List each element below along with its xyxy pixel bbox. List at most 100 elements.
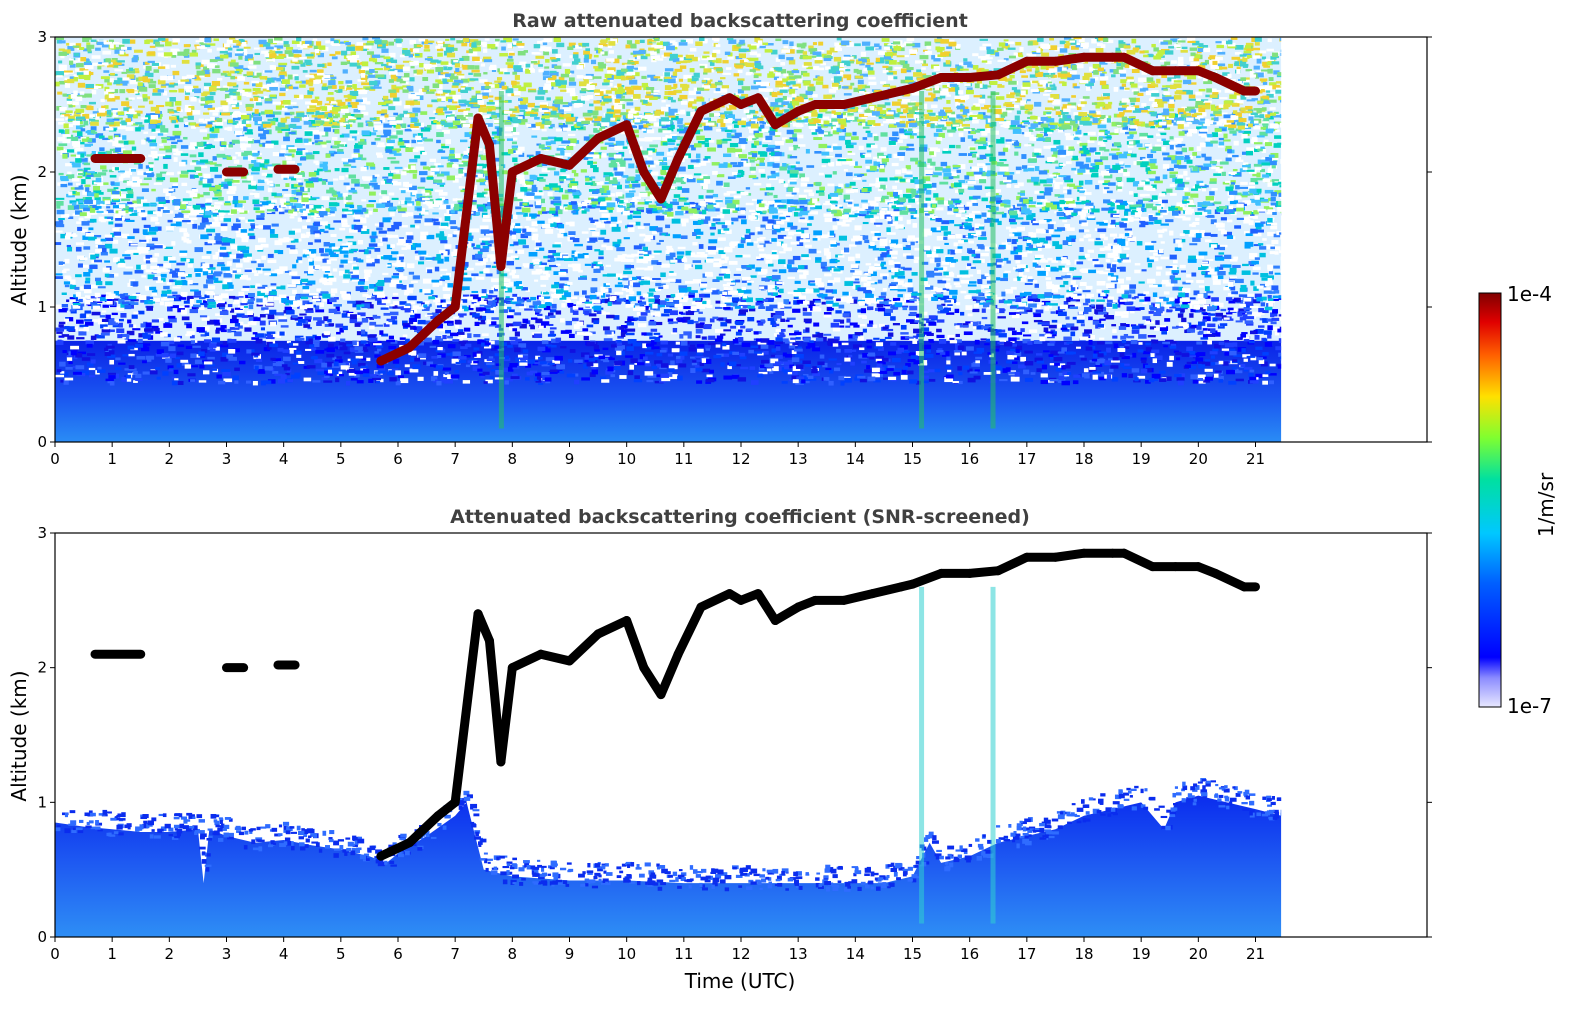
- cloud-segment: [622, 120, 649, 177]
- x-tick-label: 11: [674, 450, 693, 468]
- cloud-segment: [908, 568, 946, 589]
- cloud-segment: [673, 602, 706, 659]
- cloud-segment: [1119, 52, 1158, 76]
- x-tick-label: 16: [960, 450, 979, 468]
- x-tick-label: 1: [107, 450, 117, 468]
- cloud-segment: [1210, 568, 1249, 592]
- cloud-segment: [565, 629, 603, 666]
- panel-title: Attenuated backscattering coefficient (S…: [450, 506, 1030, 528]
- streak: [919, 586, 925, 924]
- screened-backscatter-panel: Attenuated backscattering coefficient (S…: [7, 506, 1432, 993]
- cloud-layer: [90, 548, 1260, 861]
- x-tick-label: 2: [165, 450, 175, 468]
- x-tick-label: 20: [1189, 945, 1208, 963]
- x-tick-label: 18: [1074, 945, 1093, 963]
- cloud-segment: [753, 589, 780, 626]
- x-tick-label: 8: [508, 945, 518, 963]
- x-tick-label: 11: [674, 945, 693, 963]
- cloud-segment: [965, 566, 1003, 578]
- x-tick-label: 3: [222, 450, 232, 468]
- x-tick-label: 15: [903, 450, 922, 468]
- cloud-segment: [993, 552, 1032, 576]
- x-tick-label: 21: [1246, 450, 1265, 468]
- x-tick-label: 6: [393, 450, 403, 468]
- y-tick-label: 2: [37, 659, 47, 677]
- colorbar: 1e-4 1e-7 1/m/sr: [1478, 282, 1558, 718]
- x-tick-label: 12: [731, 945, 750, 963]
- panel-title: Raw attenuated backscattering coefficien…: [512, 10, 968, 32]
- cloud-segment: [565, 133, 603, 170]
- y-tick-label: 1: [37, 793, 47, 811]
- cloud-segment: [507, 154, 546, 177]
- cloud-segment: [1210, 73, 1249, 96]
- cloud-segment: [867, 582, 906, 599]
- cloud-segment: [593, 120, 632, 143]
- x-tick-label: 21: [1246, 945, 1265, 963]
- cloud-segment: [656, 649, 683, 700]
- x-tick-label: 12: [731, 450, 750, 468]
- cloud-segment: [753, 93, 780, 130]
- cloud-segment: [839, 589, 877, 605]
- y-tick-label: 3: [37, 524, 47, 542]
- x-tick-label: 10: [617, 945, 636, 963]
- cloud-segment: [496, 167, 517, 271]
- cloud-segment: [696, 589, 735, 612]
- x-tick-label: 17: [1017, 450, 1036, 468]
- y-tick-label: 3: [37, 28, 47, 46]
- x-tick-label: 10: [617, 450, 636, 468]
- x-tick-label: 13: [789, 450, 808, 468]
- y-tick-label: 1: [37, 298, 47, 316]
- x-tick-label: 4: [279, 945, 289, 963]
- x-tick-label: 5: [336, 945, 346, 963]
- cloud-segment: [376, 838, 414, 861]
- x-tick-label: 9: [565, 450, 575, 468]
- x-tick-label: 13: [789, 945, 808, 963]
- cloud-segment: [993, 56, 1032, 80]
- noise-speckle: [55, 37, 1289, 386]
- cloud-segment: [1050, 52, 1089, 66]
- cloud-segment: [622, 616, 649, 673]
- cloud-segment: [450, 113, 483, 312]
- cloud-segment: [593, 616, 632, 639]
- y-tick-label: 2: [37, 163, 47, 181]
- colorbar-label: 1/m/sr: [1534, 472, 1558, 537]
- x-tick-label: 9: [565, 945, 575, 963]
- streak: [990, 91, 996, 429]
- cloud-segment: [1050, 548, 1089, 562]
- cloud-segment: [376, 343, 414, 366]
- x-tick-label: 15: [903, 945, 922, 963]
- x-tick-label: 16: [960, 945, 979, 963]
- colorbar-max-label: 1e-4: [1507, 282, 1552, 306]
- x-tick-label: 6: [393, 945, 403, 963]
- cloud-segment: [473, 113, 494, 150]
- cloud-segment: [696, 93, 735, 116]
- raw-backscatter-panel: Raw attenuated backscattering coefficien…: [7, 10, 1432, 468]
- x-tick-label: 19: [1132, 945, 1151, 963]
- y-tick-label: 0: [37, 928, 47, 946]
- cloud-segment: [965, 70, 1003, 82]
- colorbar-gradient: [1478, 292, 1502, 708]
- cloud-layer: [90, 52, 1260, 366]
- y-axis-label: Altitude (km): [7, 670, 31, 801]
- x-tick-label: 19: [1132, 450, 1151, 468]
- cloud-segment: [536, 649, 574, 666]
- x-tick-label: 7: [450, 450, 460, 468]
- cloud-segment: [867, 86, 906, 103]
- x-tick-label: 17: [1017, 945, 1036, 963]
- boundary-layer: [55, 795, 1282, 937]
- x-tick-label: 3: [222, 945, 232, 963]
- cloud-segment: [839, 93, 877, 109]
- x-tick-label: 8: [508, 450, 518, 468]
- x-tick-label: 4: [279, 450, 289, 468]
- x-tick-label: 20: [1189, 450, 1208, 468]
- x-tick-label: 14: [846, 450, 865, 468]
- cloud-segment: [656, 154, 683, 204]
- cloud-segment: [404, 811, 443, 848]
- cloud-segment: [507, 649, 546, 673]
- x-tick-label: 18: [1074, 450, 1093, 468]
- streak: [919, 91, 925, 429]
- x-axis: 0 1 2 3 4 5 6 7 8 9 10 11 12 13 14 15 16 17 18 19 20 21: [50, 442, 1265, 468]
- no-data-region: [1281, 37, 1427, 442]
- x-tick-label: 5: [336, 450, 346, 468]
